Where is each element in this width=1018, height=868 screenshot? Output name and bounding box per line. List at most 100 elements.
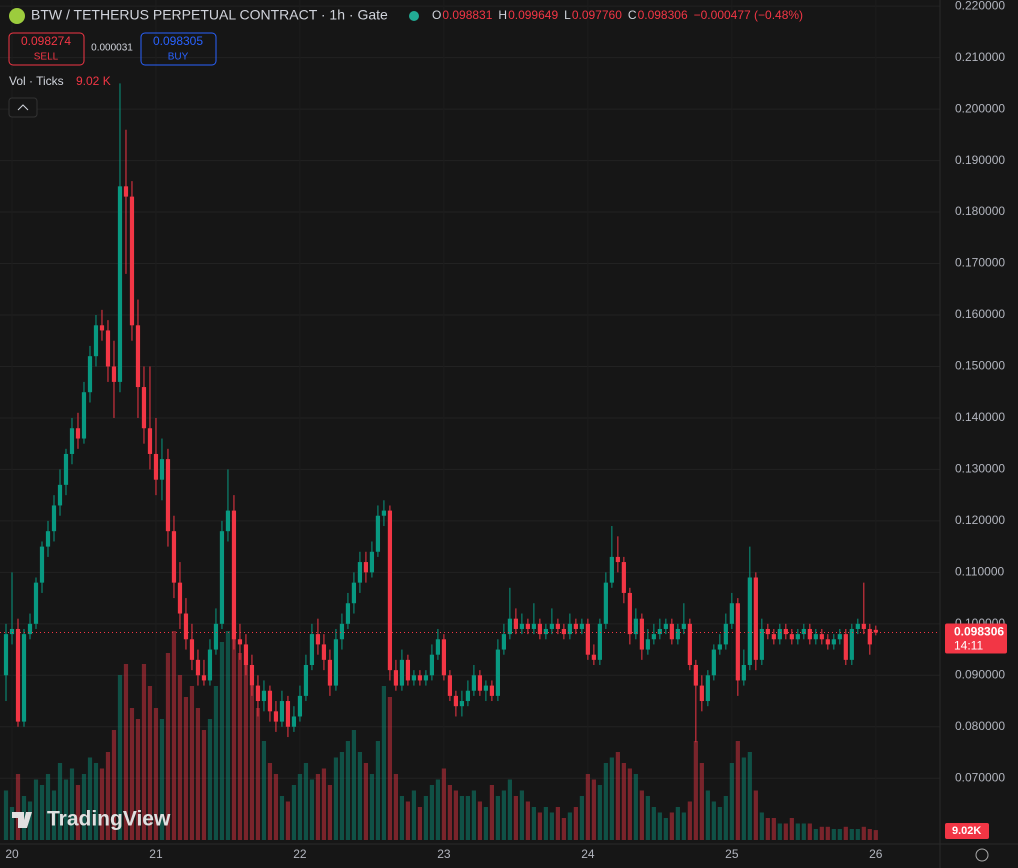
volume-bar bbox=[825, 826, 830, 840]
volume-bar bbox=[237, 653, 243, 840]
volume-bar bbox=[243, 664, 249, 840]
volume-bar bbox=[81, 774, 87, 840]
brand-name: TradingView bbox=[47, 808, 171, 831]
volume-bar bbox=[99, 768, 105, 840]
candle-body bbox=[615, 556, 620, 563]
volume-bar bbox=[501, 790, 506, 840]
candle-body bbox=[135, 325, 141, 388]
volume-bar bbox=[345, 741, 351, 840]
volume-bar bbox=[393, 774, 399, 840]
volume-bar bbox=[123, 664, 129, 840]
volume-bar bbox=[789, 818, 794, 840]
candle-body bbox=[735, 603, 740, 681]
candle-body bbox=[591, 654, 596, 660]
volume-bar bbox=[51, 790, 57, 840]
candle-body bbox=[27, 623, 33, 635]
legend-change: −0.000477 (−0.48%) bbox=[694, 8, 803, 22]
volume-bar bbox=[249, 686, 255, 840]
candle-body bbox=[843, 634, 848, 660]
volume-bar bbox=[285, 801, 291, 840]
candle-body bbox=[849, 628, 854, 660]
candle-body bbox=[99, 325, 105, 331]
candle-body bbox=[459, 701, 465, 707]
volume-bar bbox=[819, 826, 824, 840]
volume-bar bbox=[477, 801, 482, 840]
candle-body bbox=[639, 618, 644, 650]
volume-bar bbox=[69, 768, 75, 840]
volume-bar bbox=[627, 768, 632, 840]
volume-bar bbox=[873, 830, 878, 840]
volume-bar bbox=[279, 796, 285, 840]
chart-title: BTW / TETHERUS PERPETUAL CONTRACT · 1h ·… bbox=[31, 7, 388, 23]
sell-label: SELL bbox=[34, 52, 59, 63]
volume-bar bbox=[813, 829, 818, 840]
buy-button[interactable] bbox=[140, 32, 217, 66]
candle-body bbox=[807, 628, 812, 640]
volume-bar bbox=[657, 812, 662, 840]
volume-bar bbox=[309, 779, 315, 840]
legend-key: L bbox=[564, 8, 571, 22]
volume-bar bbox=[213, 686, 219, 840]
volume-bar bbox=[117, 675, 123, 840]
candle-body bbox=[207, 649, 213, 681]
candle-body bbox=[189, 639, 195, 660]
candle-body bbox=[225, 510, 231, 532]
candle-body bbox=[57, 484, 63, 506]
candle-body bbox=[501, 634, 506, 650]
volume-bar bbox=[705, 790, 710, 840]
legend-value: 0.097760 bbox=[572, 8, 622, 22]
status-dot bbox=[409, 11, 419, 21]
volume-bar bbox=[369, 774, 375, 840]
candle-body bbox=[567, 623, 572, 635]
volume-bar bbox=[405, 801, 411, 840]
candle-body bbox=[243, 644, 249, 665]
candle-body bbox=[117, 186, 123, 382]
sell-button[interactable] bbox=[8, 32, 85, 66]
volume-bar bbox=[159, 719, 165, 840]
candle-body bbox=[111, 366, 117, 382]
candle-body bbox=[153, 453, 159, 480]
volume-bar bbox=[495, 796, 500, 840]
volume-bar bbox=[183, 697, 189, 840]
y-tick-label: 0.080000 bbox=[955, 719, 1005, 733]
volume-bar bbox=[777, 823, 782, 840]
volume-bar bbox=[315, 774, 321, 840]
volume-bar bbox=[561, 818, 566, 840]
candle-body bbox=[687, 623, 692, 665]
volume-value: 9.02 K bbox=[76, 74, 111, 88]
settings-icon[interactable] bbox=[975, 848, 989, 862]
volume-bar bbox=[765, 818, 770, 840]
candle-body bbox=[543, 628, 548, 635]
candle-body bbox=[699, 685, 704, 702]
collapse-button[interactable] bbox=[8, 97, 38, 118]
candle-body bbox=[369, 551, 375, 573]
volume-bar bbox=[129, 708, 135, 840]
candle-body bbox=[561, 628, 566, 635]
candle-body bbox=[309, 634, 315, 665]
candle-body bbox=[579, 623, 584, 629]
volume-bar bbox=[303, 763, 309, 840]
y-tick-label: 0.170000 bbox=[955, 256, 1005, 270]
symbol-icon bbox=[9, 8, 25, 24]
candle-body bbox=[417, 675, 423, 681]
candle-body bbox=[147, 428, 153, 454]
candle-body bbox=[825, 639, 830, 645]
volume-bar bbox=[39, 785, 45, 840]
x-tick-label: 20 bbox=[5, 847, 19, 861]
candle-body bbox=[9, 628, 15, 635]
volume-bar bbox=[699, 763, 704, 840]
candle-body bbox=[777, 628, 782, 640]
ohlc-legend: O 0.098831 H 0.099649 L 0.097760 C 0.098306 −0.0… bbox=[432, 8, 803, 22]
candle-body bbox=[231, 510, 237, 640]
volume-bar bbox=[255, 708, 261, 840]
candle-body bbox=[15, 628, 21, 722]
volume-bar bbox=[207, 719, 213, 840]
volume-bar bbox=[759, 812, 764, 840]
candle-body bbox=[873, 629, 878, 633]
brand-logo bbox=[12, 812, 32, 828]
volume-bar bbox=[609, 757, 614, 840]
candle-body bbox=[81, 392, 87, 439]
candle-body bbox=[381, 510, 387, 516]
candle-body bbox=[123, 186, 129, 197]
